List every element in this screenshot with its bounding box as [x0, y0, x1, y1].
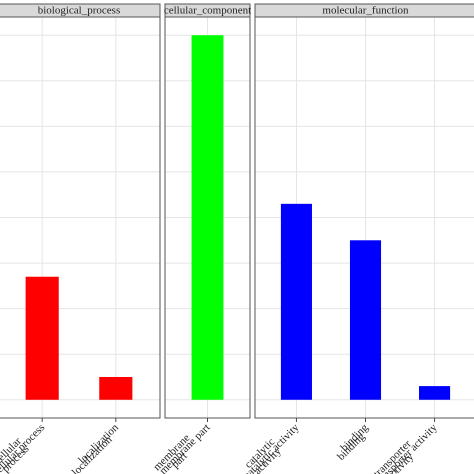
x-tick-label: cellular processcellularprocess [0, 417, 50, 474]
label-line: localization [70, 433, 115, 474]
strip [254, 3, 474, 18]
bar [99, 376, 133, 400]
strip [164, 3, 251, 18]
strip-label: cellular_component [164, 5, 251, 17]
bar [419, 386, 451, 400]
label-line: membrane [151, 432, 192, 473]
x-tick-label: catalytic activitycatalyticactivity [237, 416, 305, 474]
x-tick-label: bindingbinding [332, 421, 374, 463]
x-tick-label: transporter activitytransporteractivity [367, 416, 443, 474]
bar [349, 240, 382, 400]
label-line: binding [335, 430, 368, 463]
strip-label: biological_process [38, 5, 120, 17]
x-tick-label: localizationlocalization [67, 421, 124, 474]
strip-label: molecular_function [322, 5, 409, 17]
x-tick-label: membrane partmembranepart [151, 417, 215, 474]
bar [25, 276, 59, 400]
bar [280, 203, 312, 400]
strip [0, 3, 161, 18]
bar [191, 35, 224, 400]
